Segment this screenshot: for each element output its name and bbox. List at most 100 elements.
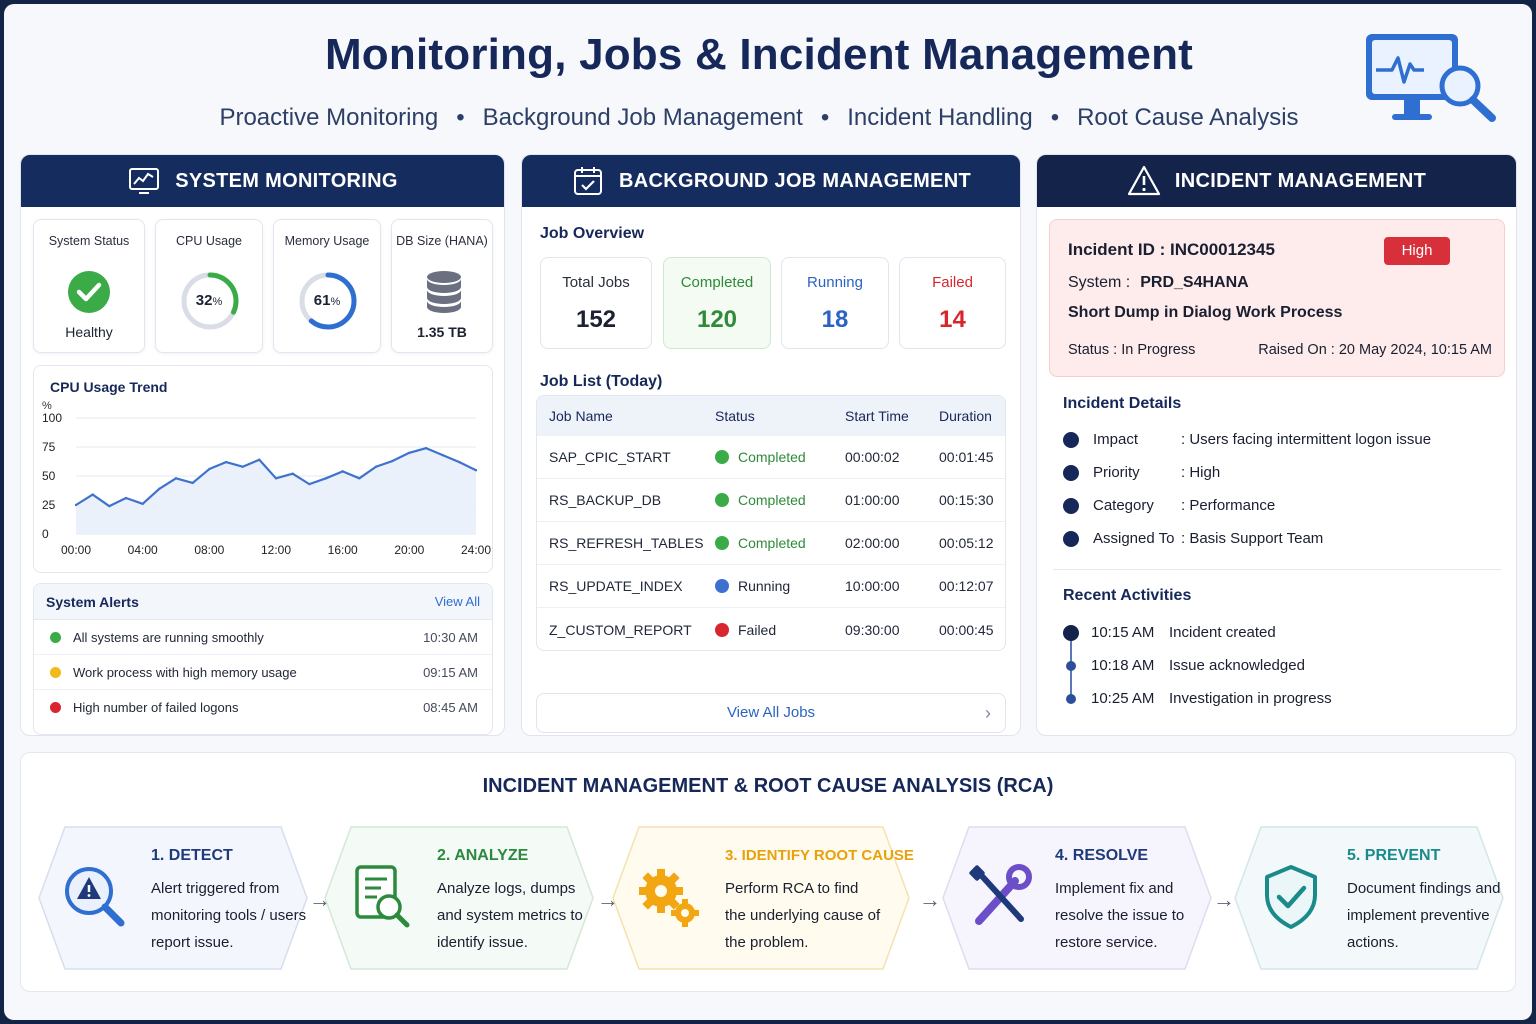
step-title: 3. IDENTIFY ROOT CAUSE <box>725 847 914 864</box>
data-point <box>474 469 478 472</box>
column-header[interactable]: Duration <box>939 407 992 424</box>
step-hexagon <box>942 826 1212 970</box>
rca-step-prevent[interactable]: 5. PREVENT Document findings and impleme… <box>1233 825 1505 971</box>
cpu-trend-plot: % 0 25 50 75 100 00:00 04:00 08:00 12:00 16:00 20:0… <box>42 400 491 557</box>
rca-step-identify-root-cause[interactable]: 3. IDENTIFY ROOT CAUSE Perform RCA to fi… <box>611 825 914 971</box>
cpu-gauge <box>181 272 239 330</box>
dashboard-page: Monitoring, Jobs & Incident Management P… <box>4 4 1532 1020</box>
subtitle-item: Incident Handling <box>847 104 1033 131</box>
card-label: CPU Usage <box>176 234 242 248</box>
check-circle-icon <box>715 536 729 550</box>
status-text: Completed <box>738 492 806 508</box>
timeline-dot <box>1063 625 1079 641</box>
total-jobs-card[interactable]: Total Jobs 152 <box>540 257 652 349</box>
completed-jobs-card[interactable]: Completed 120 <box>663 257 771 349</box>
memory-gauge <box>299 272 357 330</box>
job-name: RS_UPDATE_INDEX <box>549 578 683 594</box>
data-point <box>158 487 161 490</box>
rca-step-detect[interactable]: 1. DETECT Alert triggered from monitorin… <box>37 825 309 971</box>
job-duration: 00:01:45 <box>939 449 994 465</box>
incident-system: System : PRD_S4HANA <box>1068 274 1249 292</box>
memory-unit: % <box>330 296 341 308</box>
card-label: System Status <box>48 234 130 248</box>
timeline-dot <box>1066 661 1076 671</box>
failed-jobs-card[interactable]: Failed 14 <box>899 257 1006 349</box>
job-overview-title: Job Overview <box>540 225 645 242</box>
arrow-right-icon: → <box>1213 887 1235 912</box>
rca-step-analyze[interactable]: 2. ANALYZE Analyze logs, dumps and syste… <box>323 825 595 971</box>
column-header[interactable]: Job Name <box>549 407 613 424</box>
alerts-header: System Alerts View All <box>34 584 492 620</box>
detail-key: Priority <box>1093 464 1140 481</box>
system-status-card[interactable]: System Status Healthy <box>33 219 145 353</box>
priority-badge: High <box>1384 237 1450 265</box>
error-icon <box>715 622 729 637</box>
data-point <box>458 460 461 464</box>
gears-icon <box>639 869 699 927</box>
card-label: Total Jobs <box>562 274 630 291</box>
y-axis-unit: % <box>42 400 52 412</box>
view-all-jobs-button[interactable]: View All Jobs › <box>536 693 1006 733</box>
column-header[interactable]: Status <box>715 407 755 424</box>
data-point <box>391 459 394 463</box>
activity-time: 10:18 AM <box>1091 657 1155 674</box>
column-header[interactable]: Start Time <box>845 407 909 424</box>
data-point <box>341 470 344 473</box>
job-start-time: 02:00:00 <box>845 535 900 551</box>
system-value: PRD_S4HANA <box>1140 274 1249 291</box>
table-row[interactable]: RS_BACKUP_DB Completed 01:00:00 00:15:30 <box>537 479 1005 522</box>
subtitle-separator: • <box>456 104 465 131</box>
user-icon <box>1063 498 1079 514</box>
incident-management-header: INCIDENT MANAGEMENT <box>1037 155 1516 207</box>
job-name: RS_BACKUP_DB <box>549 492 662 508</box>
table-header: Job Name Status Start Time Duration <box>537 396 1005 436</box>
table-row[interactable]: Z_CUSTOM_REPORT Failed 09:30:00 00:00:45 <box>537 608 1005 650</box>
alert-message: Work process with high memory usage <box>73 664 297 680</box>
card-value: 18 <box>821 306 849 333</box>
status-text: Failed <box>738 621 777 638</box>
view-all-alerts-link[interactable]: View All <box>434 594 480 609</box>
cpu-usage-card[interactable]: CPU Usage 32% <box>155 219 263 353</box>
memory-usage-card[interactable]: Memory Usage 61% <box>273 219 381 353</box>
status-dot <box>50 702 61 713</box>
data-point <box>191 481 194 485</box>
card-label: Failed <box>932 274 973 291</box>
table-row[interactable]: RS_UPDATE_INDEX Running 10:00:00 00:12:0… <box>537 565 1005 608</box>
job-status: Completed <box>715 449 806 465</box>
alert-message: High number of failed logons <box>73 700 239 715</box>
card-value: 152 <box>575 306 617 333</box>
system-monitoring-panel: SYSTEM MONITORING System Status Healthy … <box>20 154 505 736</box>
job-start-time: 09:30:00 <box>845 621 900 638</box>
running-jobs-card[interactable]: Running 18 <box>781 257 889 349</box>
step-title: 1. DETECT <box>151 847 233 864</box>
incident-summary-card[interactable]: Incident ID : INC00012345 High System : P… <box>1049 219 1505 377</box>
detail-value: : Users facing intermittent logon issue <box>1181 431 1432 448</box>
alert-time: 08:45 AM <box>423 700 478 715</box>
job-start-time: 00:00:02 <box>845 449 900 465</box>
alert-item[interactable]: All systems are running smoothly 10:30 A… <box>34 620 492 655</box>
data-point <box>91 493 94 496</box>
subtitle-item: Background Job Management <box>482 104 803 131</box>
system-monitoring-header: SYSTEM MONITORING <box>21 155 504 207</box>
alert-item[interactable]: High number of failed logons 08:45 AM <box>34 690 492 725</box>
shield-check-icon <box>1265 865 1317 929</box>
alert-item[interactable]: Work process with high memory usage 09:1… <box>34 655 492 690</box>
arrow-right-icon: → <box>597 887 619 912</box>
user-icon <box>1063 432 1079 448</box>
x-tick-label: 20:00 <box>394 543 424 557</box>
db-size-card[interactable]: DB Size (HANA) 1.35 TB <box>391 219 493 353</box>
card-label: Completed <box>680 274 754 291</box>
data-point <box>241 465 244 468</box>
arrow-right-icon: → <box>309 887 331 912</box>
card-label: DB Size (HANA) <box>396 234 488 248</box>
rca-title: INCIDENT MANAGEMENT & ROOT CAUSE ANALYSI… <box>482 775 1054 797</box>
status-text: Running <box>738 578 791 594</box>
table-row[interactable]: RS_REFRESH_TABLES Completed 02:00:00 00:… <box>537 522 1005 565</box>
rca-section: INCIDENT MANAGEMENT & ROOT CAUSE ANALYSI… <box>20 752 1516 992</box>
activity-text: Issue acknowledged <box>1169 657 1305 674</box>
table-row[interactable]: SAP_CPIC_START Completed 00:00:02 00:01:… <box>537 436 1005 479</box>
detail-value: : Basis Support Team <box>1181 530 1324 547</box>
database-icon <box>427 271 461 313</box>
rca-step-resolve[interactable]: 4. RESOLVE Implement fix and resolve the… <box>941 825 1213 971</box>
job-status: Completed <box>715 535 806 551</box>
